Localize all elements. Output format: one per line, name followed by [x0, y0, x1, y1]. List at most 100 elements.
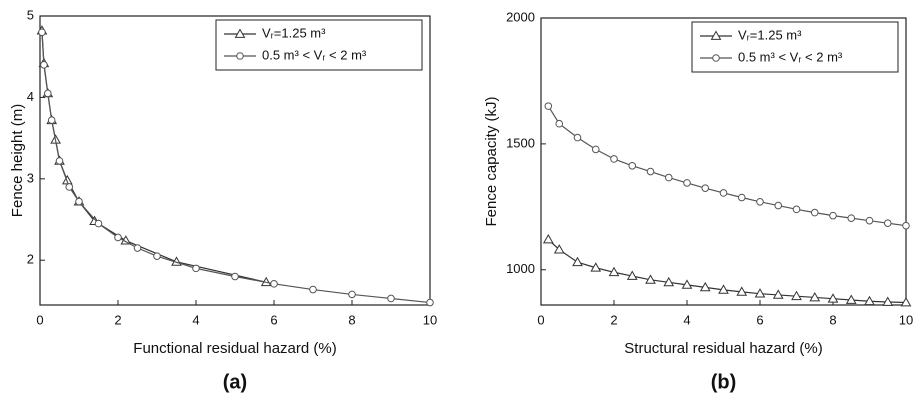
legend-box	[691, 21, 899, 73]
marker-circle	[348, 290, 356, 299]
marker-circle	[153, 252, 161, 260]
y-tick-label: 4	[27, 89, 34, 104]
x-tick-label: 4	[683, 312, 690, 327]
legend-label: 0.5 m³ < Vᵣ < 2 m³	[262, 47, 367, 62]
marker-circle	[426, 298, 434, 307]
marker-circle	[40, 61, 48, 69]
plot-frame	[540, 17, 907, 306]
marker-triangle	[681, 279, 693, 289]
y-tick-label: 3	[27, 170, 34, 185]
marker-triangle	[791, 290, 802, 301]
x-tick-label: 0	[36, 312, 43, 327]
marker-triangle	[754, 288, 766, 298]
marker-circle	[573, 133, 582, 142]
marker-circle	[65, 183, 74, 191]
legend-label: Vᵣ=1.25 m³	[738, 27, 802, 42]
marker-circle	[737, 193, 746, 202]
series-line	[547, 105, 907, 227]
marker-circle	[133, 244, 142, 252]
x-tick-label: 6	[756, 312, 763, 327]
marker-circle	[75, 197, 83, 206]
marker-triangle	[772, 289, 784, 299]
marker-triangle	[718, 284, 729, 294]
legend-marker	[236, 52, 244, 60]
marker-triangle	[864, 295, 875, 306]
x-tick-label: 2	[114, 312, 121, 327]
marker-triangle	[845, 294, 857, 304]
marker-triangle	[736, 286, 748, 296]
marker-triangle	[827, 293, 839, 303]
series-line	[41, 32, 431, 304]
y-axis-title: Fence height (m)	[9, 104, 26, 217]
marker-triangle	[809, 291, 821, 302]
marker-circle	[719, 189, 728, 197]
marker-circle	[701, 184, 710, 192]
marker-triangle	[699, 281, 711, 292]
x-tick-label: 10	[423, 312, 437, 327]
marker-circle	[114, 233, 122, 242]
marker-circle	[664, 173, 673, 182]
marker-triangle	[900, 296, 912, 307]
x-axis-title: Functional residual hazard (%)	[133, 340, 336, 357]
legend-box	[215, 19, 423, 71]
marker-circle	[774, 201, 783, 210]
y-tick-label: 1500	[506, 135, 535, 150]
x-tick-label: 4	[192, 312, 199, 327]
marker-triangle	[572, 256, 583, 267]
marker-circle	[47, 116, 56, 125]
x-tick-label: 10	[899, 312, 913, 327]
marker-triangle	[542, 234, 554, 244]
marker-circle	[270, 280, 278, 288]
marker-circle	[387, 294, 395, 303]
marker-circle	[309, 285, 317, 294]
y-tick-label: 5	[27, 7, 34, 22]
marker-circle	[646, 167, 655, 176]
marker-triangle	[590, 262, 602, 272]
legend-marker	[712, 54, 720, 62]
legend-marker	[234, 28, 246, 38]
marker-circle	[192, 264, 200, 273]
marker-triangle	[608, 266, 620, 277]
panel-label: (a)	[223, 371, 247, 393]
x-tick-label: 8	[829, 312, 836, 327]
x-tick-label: 8	[348, 312, 355, 327]
marker-circle	[792, 205, 801, 214]
y-axis-title: Fence capacity (kJ)	[483, 96, 500, 226]
marker-circle	[628, 161, 637, 170]
marker-triangle	[645, 274, 656, 284]
x-tick-label: 0	[537, 312, 544, 327]
marker-circle	[683, 179, 691, 187]
marker-circle	[94, 219, 103, 228]
marker-circle	[829, 211, 837, 220]
marker-triangle	[553, 244, 565, 254]
x-tick-label: 6	[270, 312, 277, 327]
marker-circle	[810, 208, 819, 217]
x-axis-title: Structural residual hazard (%)	[624, 340, 822, 357]
marker-triangle	[663, 276, 675, 287]
panel-label: (b)	[711, 371, 737, 393]
marker-circle	[555, 119, 564, 128]
marker-circle	[883, 219, 892, 227]
marker-triangle	[626, 270, 638, 280]
y-tick-label: 2000	[506, 9, 535, 24]
marker-circle	[847, 214, 856, 222]
y-tick-label: 2	[27, 252, 34, 267]
marker-circle	[865, 216, 874, 225]
x-tick-label: 2	[610, 312, 617, 327]
marker-triangle	[882, 296, 894, 306]
marker-circle	[55, 157, 64, 165]
y-tick-label: 1000	[506, 261, 535, 276]
marker-circle	[44, 89, 52, 98]
marker-circle	[902, 221, 910, 230]
legend-label: 0.5 m³ < Vᵣ < 2 m³	[738, 49, 843, 64]
marker-circle	[544, 102, 553, 110]
legend-label: Vᵣ=1.25 m³	[262, 25, 326, 40]
plot-frame	[39, 15, 431, 306]
marker-circle	[591, 145, 600, 154]
marker-circle	[610, 155, 618, 163]
marker-circle	[231, 272, 239, 281]
marker-circle	[756, 197, 764, 206]
marker-circle	[38, 28, 46, 37]
legend-marker	[710, 30, 722, 40]
